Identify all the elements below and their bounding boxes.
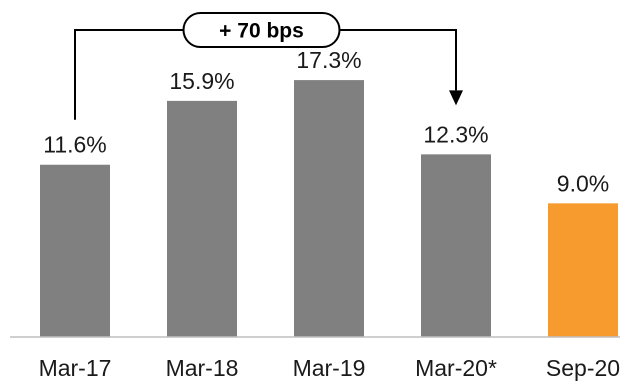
value-label-2: 15.9% <box>169 68 234 94</box>
change-callout: + 70 bps <box>74 12 463 120</box>
bar-5 <box>548 203 618 337</box>
bar-1 <box>40 164 110 337</box>
callout-label: + 70 bps <box>219 20 304 43</box>
bar-4 <box>421 154 491 337</box>
value-label-4: 12.3% <box>423 121 488 147</box>
callout-arrowhead <box>449 90 463 106</box>
value-labels-group: 11.6% 15.9% 17.3% 12.3% 9.0% <box>43 47 609 196</box>
value-label-3: 17.3% <box>296 47 361 73</box>
value-label-1: 11.6% <box>43 132 107 158</box>
bar-2 <box>167 100 237 337</box>
value-label-5: 9.0% <box>557 170 609 196</box>
x-tick-label-5: Sep-20 <box>546 355 620 381</box>
x-tick-label-3: Mar-19 <box>293 355 366 381</box>
bars-group <box>40 80 618 337</box>
callout-label-box <box>182 12 341 48</box>
bar-3 <box>294 80 364 337</box>
x-tick-label-1: Mar-17 <box>39 355 112 381</box>
x-tick-label-4: Mar-20* <box>415 355 497 381</box>
x-tick-label-2: Mar-18 <box>166 355 239 381</box>
x-tick-labels-group: Mar-17 Mar-18 Mar-19 Mar-20* Sep-20 <box>39 355 621 381</box>
